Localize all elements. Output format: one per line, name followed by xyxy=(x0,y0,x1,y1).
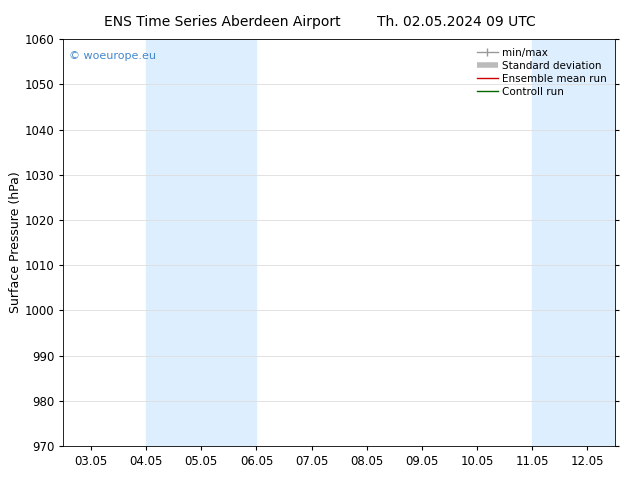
Text: © woeurope.eu: © woeurope.eu xyxy=(69,51,156,61)
Text: ENS Time Series Aberdeen Airport: ENS Time Series Aberdeen Airport xyxy=(103,15,340,29)
Text: Th. 02.05.2024 09 UTC: Th. 02.05.2024 09 UTC xyxy=(377,15,536,29)
Legend: min/max, Standard deviation, Ensemble mean run, Controll run: min/max, Standard deviation, Ensemble me… xyxy=(474,45,610,100)
Bar xyxy=(146,39,256,446)
Y-axis label: Surface Pressure (hPa): Surface Pressure (hPa) xyxy=(9,172,22,314)
Bar xyxy=(533,39,615,446)
